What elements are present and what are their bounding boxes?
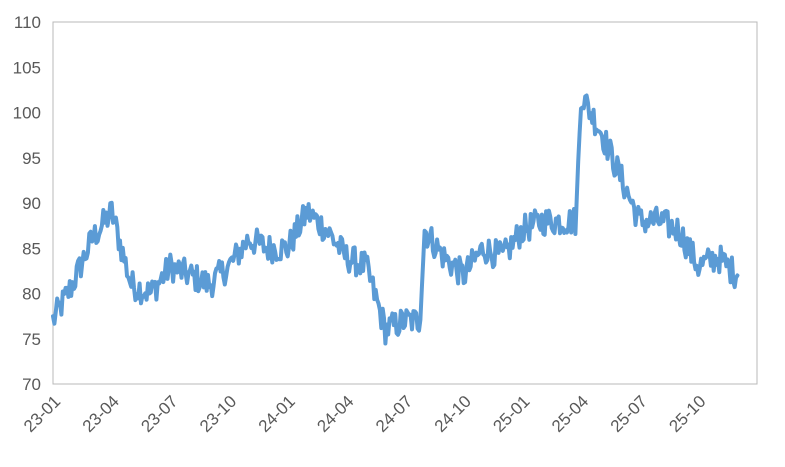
x-tick-label: 25-10 — [665, 392, 709, 436]
x-axis-ticks: 23-01 23-04 23-07 23-10 24-01 24-04 24-07 24-10… — [20, 392, 710, 436]
x-tick-label: 25-04 — [548, 392, 592, 436]
series-line — [51, 93, 740, 346]
x-tick-label: 23-10 — [196, 392, 240, 436]
y-tick-label: 100 — [13, 104, 41, 123]
x-tick-label: 24-10 — [431, 392, 475, 436]
y-tick-label: 85 — [22, 239, 41, 258]
x-tick-label: 25-01 — [489, 392, 533, 436]
y-tick-label: 90 — [22, 194, 41, 213]
x-tick-label: 24-07 — [372, 392, 416, 436]
y-tick-label: 110 — [14, 13, 41, 32]
y-axis-ticks: 70 75 80 85 90 95 100 105 110 — [13, 13, 41, 394]
x-tick-label: 23-07 — [137, 392, 181, 436]
y-tick-label: 75 — [22, 330, 41, 349]
plot-area-border — [52, 21, 758, 385]
x-tick-label: 23-04 — [79, 392, 123, 436]
y-tick-label: 80 — [22, 285, 41, 304]
y-tick-label: 105 — [13, 58, 41, 77]
x-tick-label: 24-01 — [255, 392, 299, 436]
x-tick-label: 24-04 — [313, 392, 357, 436]
x-tick-label: 25-07 — [607, 392, 651, 436]
x-tick-label: 23-01 — [20, 392, 64, 436]
y-tick-label: 70 — [22, 375, 41, 394]
y-tick-label: 95 — [22, 149, 41, 168]
